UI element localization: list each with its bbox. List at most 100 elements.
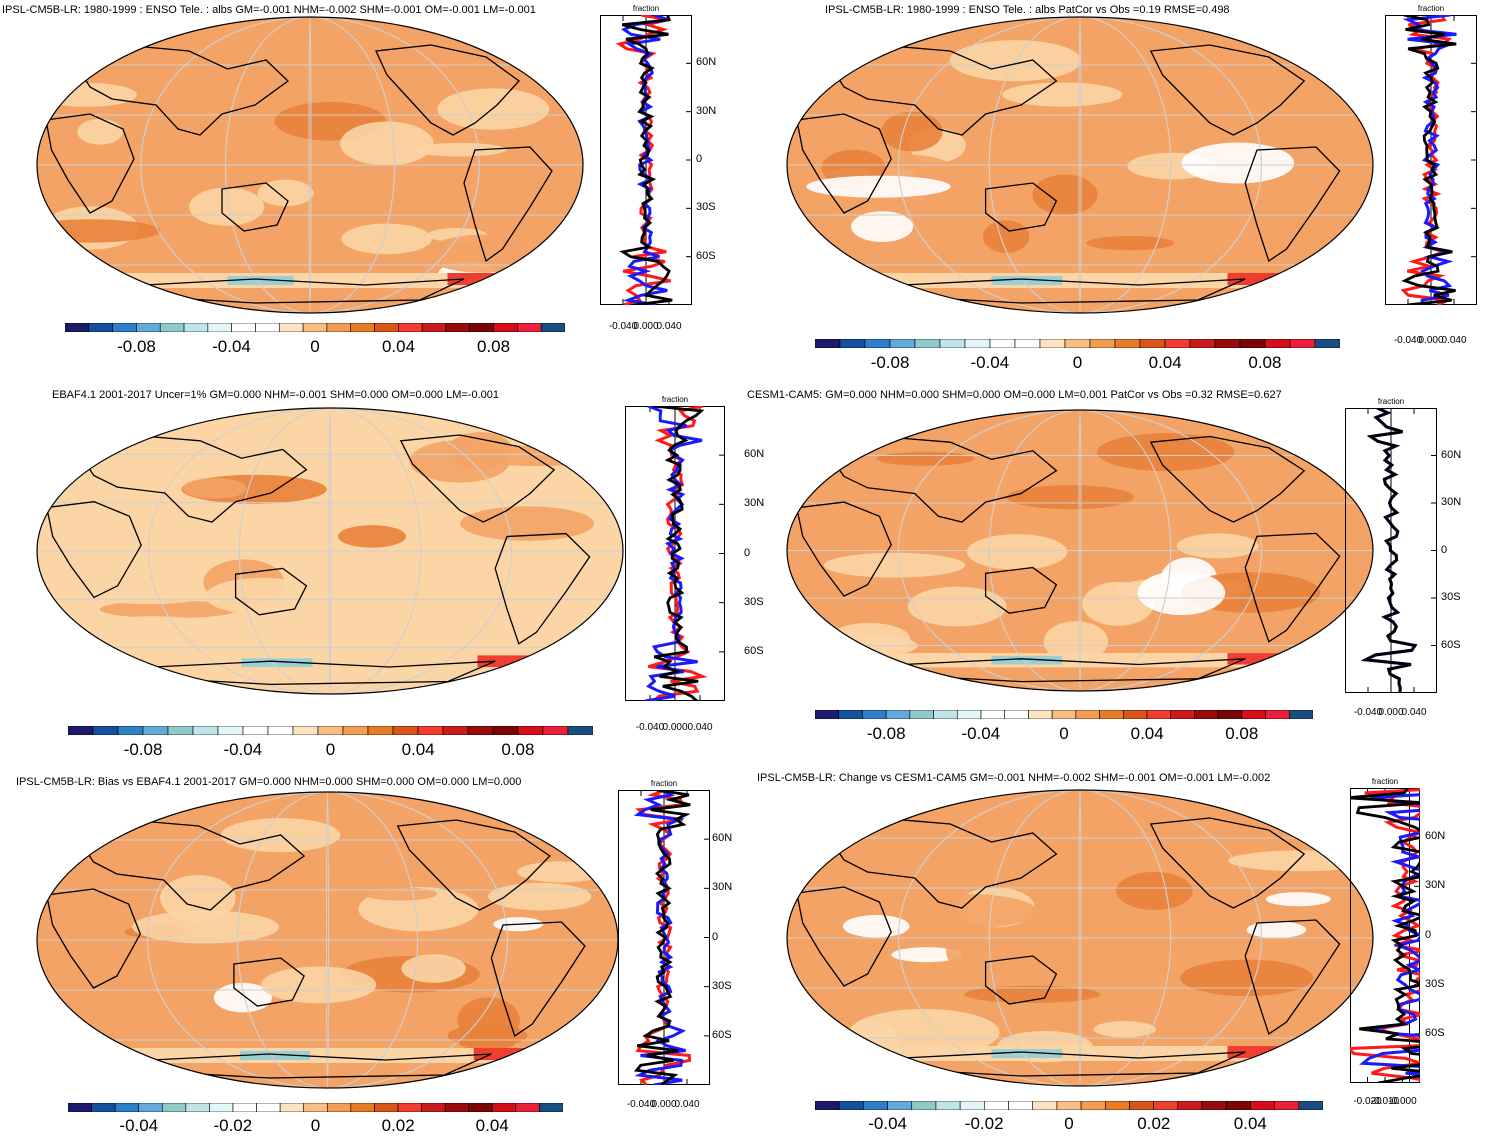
anomaly-patch	[488, 882, 592, 911]
colorbar-bin	[114, 1103, 140, 1112]
colorbar-bin	[161, 1103, 187, 1112]
anomaly-patch	[1032, 174, 1098, 215]
colorbar-bin	[192, 726, 219, 735]
colorbar-bin	[68, 726, 94, 735]
anomaly-patch	[1042, 809, 1144, 855]
world-map	[36, 791, 619, 1089]
coastline	[78, 44, 290, 136]
colorbar-bin	[815, 710, 840, 719]
colorbar-bin	[242, 726, 269, 735]
anomaly-patch	[337, 525, 406, 548]
colorbar-bin	[515, 1103, 540, 1112]
colorbar-bin	[279, 1103, 305, 1112]
zonal-x-tick: -0.040	[1393, 335, 1423, 346]
zonal-x-tick: 0.040	[674, 1099, 700, 1110]
colorbar-bin	[417, 726, 444, 735]
colorbar-bin	[539, 1103, 563, 1112]
colorbar-bin	[1080, 1101, 1106, 1110]
colorbar-bin	[1225, 1101, 1251, 1110]
zonal-line-mean	[633, 790, 691, 1085]
colorbar-label: -0.02	[964, 1114, 1004, 1133]
zonal-unit-label: fraction	[1371, 777, 1399, 786]
colorbar-bin	[302, 323, 328, 332]
colorbar-label: 0	[310, 1116, 321, 1135]
colorbar-label: 0	[1059, 724, 1069, 743]
zonal-x-tick: 0.040	[1401, 707, 1427, 718]
world-map	[786, 789, 1374, 1087]
zonal-unit-label: fraction	[650, 779, 678, 788]
colorbar-bin	[1129, 1101, 1154, 1110]
colorbar-bin	[207, 323, 232, 332]
colorbar-bin	[1146, 710, 1172, 719]
latitude-label: 30S	[1425, 977, 1445, 990]
latitude-label: 0	[712, 930, 719, 943]
anomaly-patch	[1176, 533, 1259, 559]
colorbar-bin	[326, 1103, 352, 1112]
colorbar-bin	[1089, 339, 1116, 348]
colorbar-bin	[911, 1101, 937, 1110]
coastline	[490, 921, 586, 1038]
anomaly-patch	[1155, 224, 1224, 262]
colorbar-bin	[984, 1101, 1009, 1110]
colorbar-bin	[1153, 1101, 1179, 1110]
anomaly-patch	[62, 426, 105, 466]
anomaly-patch	[260, 966, 377, 1004]
colorbar	[815, 339, 1340, 348]
anomaly-patch	[1180, 959, 1314, 997]
anomaly-patch	[1116, 871, 1193, 910]
colorbar-bin	[1056, 1101, 1082, 1110]
colorbar-bin	[1114, 339, 1141, 348]
colorbar-bin	[256, 1103, 281, 1112]
latitude-label: 30S	[696, 201, 716, 214]
zonal-x-tick: -0.040	[635, 722, 665, 733]
zonal-mean-plot	[1350, 788, 1420, 1083]
colorbar-bin	[956, 710, 982, 719]
colorbar-label: -0.04	[119, 1116, 159, 1135]
colorbar-bin	[142, 726, 169, 735]
panel-title: IPSL-CM5B-LR: Change vs CESM1-CAM5 GM=-0…	[757, 772, 1271, 784]
anomaly-patch	[260, 605, 315, 622]
latitude-label: 30N	[1425, 879, 1446, 892]
colorbar-bin	[397, 1103, 422, 1112]
colorbar-bin	[1104, 1101, 1130, 1110]
colorbar-bin	[209, 1103, 234, 1112]
anomaly-patch	[891, 947, 962, 963]
colorbar-bin	[136, 323, 161, 332]
coastline	[1149, 44, 1306, 136]
anomaly-patch	[173, 66, 254, 105]
colorbar-bin	[88, 323, 113, 332]
world-map	[786, 16, 1374, 314]
coastline	[831, 44, 1058, 136]
zonal-x-tick: 0.040	[1441, 335, 1467, 346]
latitude-label: 60S	[712, 1028, 732, 1041]
anomaly-patch	[457, 1032, 517, 1051]
anomaly-patch	[37, 82, 137, 107]
colorbar-bin	[540, 323, 565, 332]
panel-ipsl-bias: IPSL-CM5B-LR: Bias vs EBAF4.1 2001-2017 …	[0, 768, 740, 1135]
anomaly-patch	[91, 616, 213, 634]
zonal-x-tick: -0.040	[626, 1099, 656, 1110]
anomaly-patch	[907, 586, 1007, 627]
colorbar-bin	[1201, 1101, 1227, 1110]
colorbar	[68, 726, 593, 735]
colorbar-bin	[815, 1101, 840, 1110]
anomaly-patch	[437, 88, 550, 130]
anomaly-patch	[849, 1008, 1000, 1057]
colorbar-bin	[567, 726, 593, 735]
colorbar-bin	[933, 710, 958, 719]
anomaly-patch	[1093, 1021, 1157, 1038]
colorbar-bin	[350, 323, 375, 332]
colorbar-bin	[517, 323, 542, 332]
colorbar-bin	[469, 323, 494, 332]
colorbar-bin	[863, 1101, 888, 1110]
anomaly-patch	[964, 985, 1101, 1003]
anomaly-patch	[341, 223, 432, 255]
zonal-unit-label: fraction	[1377, 397, 1405, 406]
anomaly-patch	[362, 887, 438, 901]
panel-ipsl-patcor: IPSL-CM5B-LR: 1980-1999 : ENSO Tele. : a…	[755, 0, 1489, 375]
colorbar-bin	[1314, 339, 1340, 348]
colorbar-bin	[326, 323, 352, 332]
colorbar-bin	[1008, 1101, 1034, 1110]
coastline	[796, 113, 892, 214]
colorbar-bin	[491, 1103, 517, 1112]
